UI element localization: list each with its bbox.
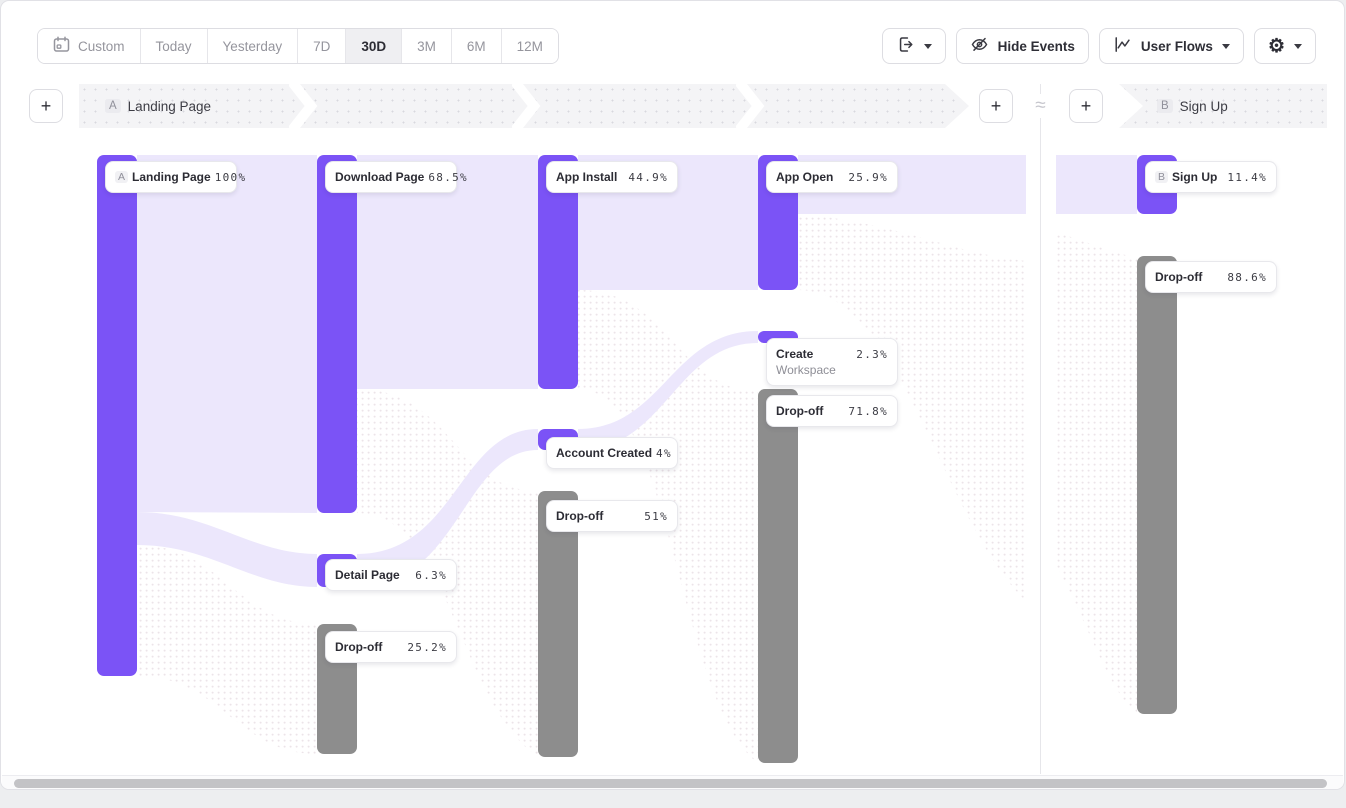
node-label-dropoff-col2[interactable]: Drop-off 25.2% <box>325 631 457 663</box>
chevron-down-icon <box>1221 44 1230 49</box>
node-bar-dropoff-col3[interactable] <box>538 491 578 757</box>
date-range-12m[interactable]: 12M <box>501 29 558 63</box>
node-badge: B <box>1155 171 1169 183</box>
date-range-yesterday[interactable]: Yesterday <box>207 29 299 63</box>
flow-chart-icon <box>1113 35 1132 57</box>
flow-open-to-dropoff-left <box>798 214 1026 601</box>
date-range-custom[interactable]: Custom <box>38 29 141 63</box>
node-label-sign-up[interactable]: B Sign Up 11.4% <box>1145 161 1277 193</box>
chart-type-button[interactable]: User Flows <box>1098 28 1244 64</box>
horizontal-scrollbar-thumb[interactable] <box>14 779 1327 788</box>
flow-landing-to-dropoff <box>137 545 317 754</box>
calendar-icon <box>53 36 70 56</box>
date-range-7d[interactable]: 7D <box>298 29 347 63</box>
step-segment-b[interactable]: B Sign Up <box>1119 84 1327 128</box>
node-bar-dropoff-col5[interactable] <box>1137 256 1177 714</box>
date-range-3m[interactable]: 3M <box>402 29 452 63</box>
flow-detail-to-account <box>357 429 538 587</box>
gear-icon: ⚙ <box>1267 35 1285 57</box>
flow-landing-to-detail <box>137 512 317 587</box>
node-bar-dropoff-col4[interactable] <box>758 389 798 763</box>
node-label-create-workspace[interactable]: Create 2.3% Workspace <box>766 338 898 386</box>
date-range-30d[interactable]: 30D <box>346 29 403 63</box>
step-a-label: Landing Page <box>127 98 211 114</box>
node-label-account-created[interactable]: Account Created 4% <box>546 437 678 469</box>
chevron-separator-icon <box>289 84 318 128</box>
node-bar-landing-page[interactable] <box>97 155 137 676</box>
sankey-flows <box>137 155 1137 763</box>
chevron-separator-icon <box>736 84 765 128</box>
node-label-landing-page[interactable]: A Landing Page 100% <box>105 161 245 193</box>
settings-button[interactable]: ⚙ <box>1253 28 1316 64</box>
approx-break-symbol: ≈ <box>1027 94 1054 118</box>
node-badge: A <box>115 171 129 183</box>
eye-off-icon <box>970 35 989 57</box>
hide-events-button[interactable]: Hide Events <box>955 28 1089 64</box>
add-step-button-left[interactable]: + <box>29 89 63 123</box>
flow-landing-to-download <box>137 155 317 513</box>
chevron-down-icon <box>1294 44 1302 49</box>
step-a-badge: A <box>105 99 121 113</box>
flow-open-to-signup-right <box>1056 155 1137 214</box>
horizontal-scrollbar-track[interactable] <box>2 775 1343 789</box>
flow-open-to-dropoff-right <box>1056 233 1137 714</box>
node-label-dropoff-col5[interactable]: Drop-off 88.6% <box>1145 261 1277 293</box>
node-bar-app-install[interactable] <box>538 155 578 389</box>
date-range-6m[interactable]: 6M <box>451 29 502 63</box>
hide-events-label: Hide Events <box>997 38 1075 54</box>
date-range-today[interactable]: Today <box>140 29 208 63</box>
node-label-dropoff-col4[interactable]: Drop-off 71.8% <box>766 395 898 427</box>
add-step-button-b-start[interactable]: + <box>1069 89 1103 123</box>
toolbar-right: Hide Events User Flows ⚙ <box>881 28 1316 64</box>
chart-type-label: User Flows <box>1140 38 1213 54</box>
export-button[interactable] <box>881 28 946 64</box>
step-b-badge: B <box>1157 99 1173 113</box>
node-label-dropoff-col3[interactable]: Drop-off 51% <box>546 500 678 532</box>
export-icon <box>896 35 915 57</box>
node-label-download-page[interactable]: Download Page 68.5% <box>325 161 467 193</box>
node-bar-download-page[interactable] <box>317 155 357 513</box>
step-b-label: Sign Up <box>1179 98 1228 114</box>
date-range-group: Custom Today Yesterday 7D 30D 3M 6M 12M <box>37 28 559 64</box>
chevron-down-icon <box>923 44 932 49</box>
node-label-app-install[interactable]: App Install 44.9% <box>546 161 678 193</box>
toolbar: Custom Today Yesterday 7D 30D 3M 6M 12M <box>37 28 1316 64</box>
chevron-separator-icon <box>512 84 541 128</box>
flow-download-to-install <box>357 155 538 389</box>
date-range-label: Custom <box>78 38 125 54</box>
section-divider <box>1040 84 1041 774</box>
node-label-app-open[interactable]: App Open 25.9% <box>766 161 898 193</box>
node-label-detail-page[interactable]: Detail Page 6.3% <box>325 559 457 591</box>
add-step-button-a-end[interactable]: + <box>979 89 1013 123</box>
flow-account-to-workspace <box>578 331 758 450</box>
chart-card: Custom Today Yesterday 7D 30D 3M 6M 12M <box>0 0 1345 790</box>
